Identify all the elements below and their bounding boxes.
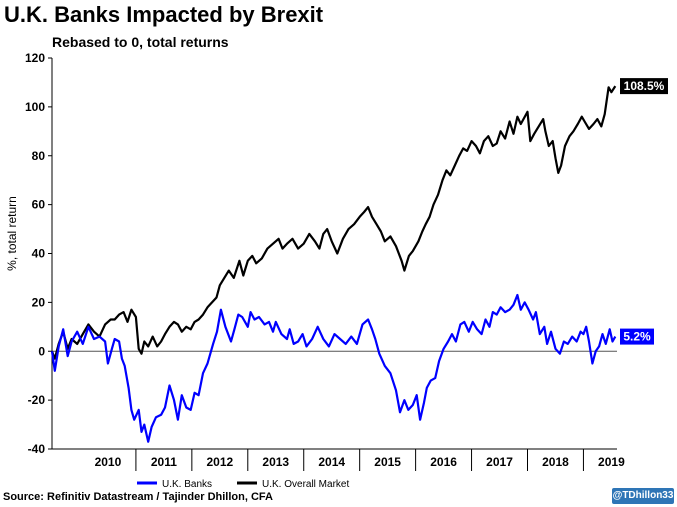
y-axis-label: %, total return: [5, 196, 19, 271]
chart-title: U.K. Banks Impacted by Brexit: [4, 2, 324, 27]
twitter-handle-badge[interactable]: @TDhillon33: [612, 488, 674, 504]
legend-label-uk-overall-market: U.K. Overall Market: [262, 479, 349, 490]
x-tick-label: 2015: [374, 455, 401, 469]
x-tick-label: 2013: [262, 455, 289, 469]
end-label-box-uk-banks: [620, 328, 654, 345]
y-tick-label: 60: [32, 198, 46, 212]
series-line-uk-banks: [50, 293, 617, 443]
y-tick-label: 40: [32, 247, 46, 261]
series-line-uk-overall-market: [50, 85, 617, 360]
x-tick-label: 2016: [430, 455, 457, 469]
x-tick-label: 2011: [151, 455, 177, 469]
end-label-uk-banks: 5.2%: [623, 330, 651, 344]
end-label-box-uk-overall-market: [620, 78, 668, 95]
x-tick-label: 2010: [95, 455, 122, 469]
end-label-uk-overall-market: 108.5%: [624, 79, 665, 93]
y-tick-label: -20: [28, 393, 46, 407]
x-tick-label: 2014: [318, 455, 345, 469]
y-tick-label: 120: [25, 51, 45, 65]
legend-label-uk-banks: U.K. Banks: [162, 479, 212, 490]
chart-subtitle: Rebased to 0, total returns: [52, 34, 229, 50]
y-tick-label: 0: [38, 344, 45, 358]
y-tick-label: -40: [28, 442, 46, 456]
line-chart: -40 -20 0 20 40 60 80 100 120 2010 2011 2012 2013 201…: [5, 51, 668, 490]
y-tick-label: 80: [32, 149, 46, 163]
x-tick-label: 2012: [206, 455, 233, 469]
x-tick-label: 2018: [542, 455, 569, 469]
x-tick-label: 2019: [598, 455, 625, 469]
source-note: Source: Refinitiv Datastream / Tajinder …: [3, 491, 273, 503]
x-tick-label: 2017: [486, 455, 513, 469]
y-tick-label: 20: [32, 295, 46, 309]
y-tick-label: 100: [25, 100, 45, 114]
